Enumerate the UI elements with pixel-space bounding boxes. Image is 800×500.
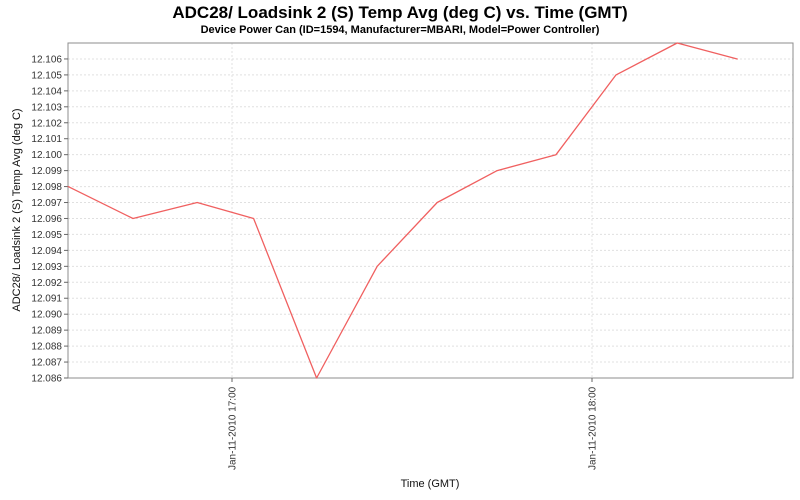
y-tick-label: 12.099 [31,166,62,177]
x-tick-label: Jan-11-2010 17:00 [228,386,239,470]
series-layer [67,42,738,379]
x-tick-label: Jan-11-2010 18:00 [588,386,599,470]
y-tick-label: 12.092 [31,278,62,289]
y-tick-label: 12.104 [31,86,62,97]
y-tick-label: 12.103 [31,102,62,113]
y-tick-label: 12.097 [31,198,62,209]
plot-border [67,42,794,379]
y-tick-label: 12.090 [31,310,62,321]
y-tick-label: 12.105 [31,70,62,81]
temp-avg-series-line [67,42,738,379]
y-tick-label: 12.086 [31,374,62,385]
ticks-layer: 12.086 12.087 12.088 12.089 12.090 12.091 12.0… [31,54,598,470]
y-tick-label: 12.089 [31,326,62,337]
y-axis-title: ADC28/ Loadsink 2 (S) Temp Avg (deg C) [11,108,23,311]
y-tick-label: 12.093 [31,262,62,273]
y-tick-label: 12.096 [31,214,62,225]
y-tick-label: 12.088 [31,342,62,353]
y-tick-label: 12.098 [31,182,62,193]
chart-subtitle: Device Power Can (ID=1594, Manufacturer=… [200,24,600,36]
y-tick-label: 12.095 [31,230,62,241]
gridlines-layer [68,43,793,378]
chart-title: ADC28/ Loadsink 2 (S) Temp Avg (deg C) v… [172,3,628,22]
y-tick-label: 12.101 [31,134,62,145]
y-tick-label: 12.091 [31,294,62,305]
x-axis-title: Time (GMT) [401,478,460,490]
y-tick-label: 12.102 [31,118,62,129]
y-tick-label: 12.100 [31,150,62,161]
y-tick-label: 12.094 [31,246,62,257]
y-tick-label: 12.087 [31,358,62,369]
y-tick-label: 12.106 [31,54,62,65]
